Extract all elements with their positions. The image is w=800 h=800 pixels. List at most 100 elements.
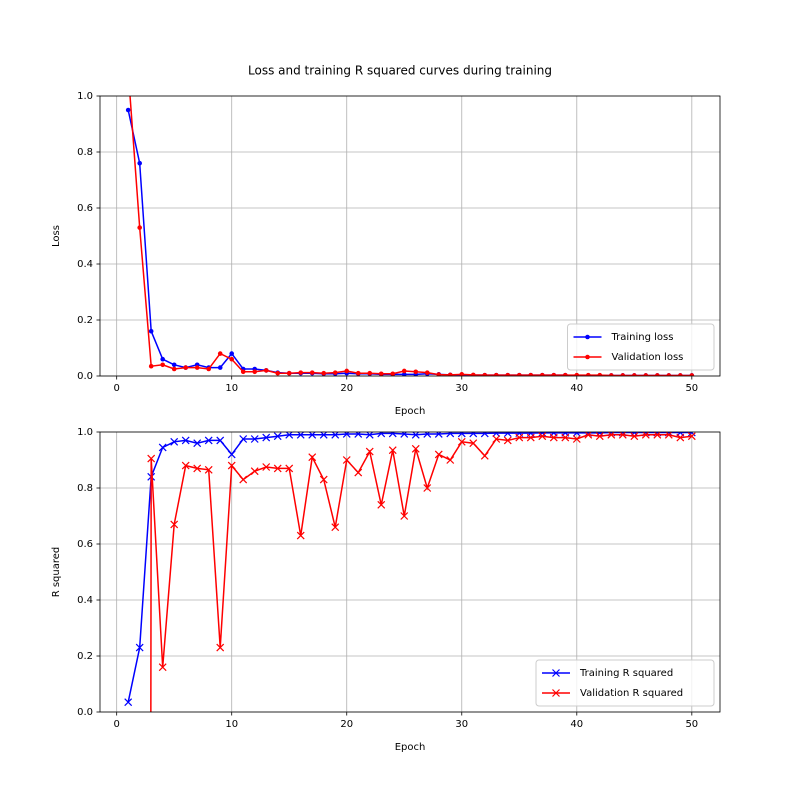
axes: 0 10 20 30 40 50 0.0 0.2 0.4 0.6 0.8 1.0 Epoch R squa… bbox=[51, 427, 721, 753]
marker bbox=[181, 436, 190, 445]
axes-frame bbox=[99, 431, 721, 713]
y-tick-label: 0.4 bbox=[77, 259, 93, 270]
x-tick-label: 10 bbox=[225, 719, 238, 730]
y-tick-label: 0.2 bbox=[77, 315, 93, 326]
legend-box bbox=[535, 659, 715, 707]
marker bbox=[342, 456, 351, 464]
legend-label: Validation R squared bbox=[580, 688, 683, 699]
marker bbox=[423, 484, 432, 492]
marker bbox=[206, 366, 212, 372]
marker bbox=[643, 373, 649, 376]
marker bbox=[227, 450, 236, 459]
marker bbox=[160, 362, 165, 368]
marker bbox=[457, 437, 466, 446]
marker bbox=[551, 372, 557, 376]
marker bbox=[217, 351, 223, 356]
marker bbox=[252, 369, 258, 375]
marker bbox=[572, 432, 581, 437]
y-tick-label: 1.0 bbox=[77, 91, 93, 102]
legend-label: Training R squared bbox=[579, 668, 673, 679]
x-tick-label: 40 bbox=[570, 383, 583, 394]
marker bbox=[539, 372, 545, 376]
marker bbox=[526, 433, 535, 442]
marker bbox=[653, 432, 662, 439]
marker bbox=[664, 432, 673, 439]
marker bbox=[344, 368, 350, 374]
marker bbox=[135, 643, 144, 652]
marker bbox=[687, 432, 696, 441]
legend: Training loss Validation loss bbox=[567, 323, 715, 371]
marker bbox=[367, 370, 373, 376]
marker bbox=[239, 435, 248, 443]
legend-box bbox=[567, 323, 715, 371]
marker bbox=[492, 432, 501, 438]
marker bbox=[469, 439, 478, 448]
marker bbox=[217, 365, 223, 370]
legend-label: Validation loss bbox=[612, 352, 684, 363]
marker bbox=[400, 432, 409, 438]
marker bbox=[273, 432, 282, 441]
marker bbox=[434, 450, 443, 459]
y-tick-label: 0.0 bbox=[77, 371, 93, 382]
marker bbox=[470, 372, 476, 376]
marker bbox=[597, 372, 603, 376]
marker bbox=[666, 373, 672, 376]
marker bbox=[585, 372, 591, 376]
marker bbox=[401, 368, 407, 374]
marker bbox=[447, 372, 453, 376]
marker bbox=[528, 372, 534, 376]
marker bbox=[227, 461, 236, 470]
marker bbox=[618, 432, 627, 439]
marker bbox=[158, 443, 167, 452]
marker bbox=[229, 356, 235, 362]
marker bbox=[229, 351, 235, 356]
marker bbox=[446, 432, 455, 438]
marker bbox=[148, 363, 154, 369]
marker bbox=[216, 643, 225, 652]
marker bbox=[125, 107, 131, 113]
marker bbox=[285, 464, 294, 473]
marker bbox=[309, 370, 315, 375]
marker bbox=[275, 370, 281, 376]
marker bbox=[608, 373, 614, 376]
marker bbox=[457, 432, 466, 438]
marker bbox=[308, 432, 317, 439]
marker bbox=[482, 372, 488, 376]
marker bbox=[204, 465, 213, 474]
marker bbox=[493, 372, 499, 376]
marker bbox=[538, 432, 547, 441]
marker bbox=[262, 433, 271, 442]
marker bbox=[434, 432, 443, 438]
marker bbox=[678, 373, 683, 376]
x-axis-label: Epoch bbox=[395, 406, 426, 417]
marker bbox=[296, 531, 305, 540]
marker bbox=[480, 451, 489, 460]
marker bbox=[332, 370, 338, 375]
x-tick-label: 30 bbox=[455, 383, 468, 394]
plot-area bbox=[124, 432, 696, 712]
marker bbox=[378, 371, 384, 376]
marker bbox=[411, 444, 420, 453]
marker bbox=[572, 435, 581, 443]
marker bbox=[147, 454, 156, 463]
marker bbox=[505, 372, 511, 376]
marker bbox=[436, 372, 442, 376]
marker bbox=[390, 371, 396, 376]
marker bbox=[687, 432, 696, 437]
x-tick-label: 0 bbox=[113, 719, 119, 730]
marker bbox=[204, 436, 213, 445]
marker bbox=[124, 698, 133, 707]
marker bbox=[411, 432, 420, 439]
marker bbox=[160, 356, 165, 362]
marker bbox=[170, 520, 179, 529]
marker bbox=[193, 464, 202, 473]
marker bbox=[365, 447, 374, 456]
marker bbox=[630, 432, 639, 441]
marker bbox=[516, 372, 522, 376]
x-tick-label: 50 bbox=[685, 719, 698, 730]
marker bbox=[193, 439, 202, 448]
marker bbox=[285, 432, 294, 439]
x-tick-label: 10 bbox=[225, 383, 238, 394]
marker bbox=[480, 432, 489, 438]
marker bbox=[148, 328, 154, 334]
